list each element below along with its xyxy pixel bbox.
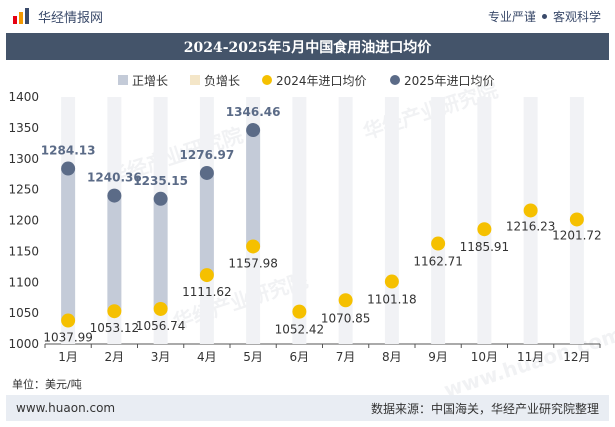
point-2024 [61, 313, 76, 328]
x-tick-label: 4月 [197, 350, 217, 364]
x-tick-label: 2月 [105, 350, 125, 364]
point-2025 [107, 188, 122, 203]
point-2025 [199, 165, 214, 180]
point-2024 [292, 304, 307, 319]
point-2025 [61, 161, 76, 176]
data-label-2024: 1162.71 [413, 255, 463, 269]
data-label-2024: 1157.98 [228, 256, 278, 270]
y-tick-label: 1050 [8, 306, 39, 320]
column-track [338, 97, 353, 344]
point-2024 [523, 203, 538, 218]
point-2025 [246, 123, 261, 138]
data-label-2024: 1037.99 [43, 331, 93, 345]
chart-title: 2024-2025年5月中国食用油进口均价 [6, 33, 609, 60]
y-tick-label: 1250 [8, 183, 39, 197]
column-track [523, 97, 538, 344]
x-tick-label: 6月 [290, 350, 310, 364]
x-tick-label: 3月 [151, 350, 171, 364]
legend-label: 负增长 [204, 74, 240, 88]
brand[interactable]: 华经情报网 [12, 7, 103, 26]
x-tick-label: 12月 [563, 350, 590, 364]
growth-bar [246, 130, 261, 247]
data-label-2025: 1276.97 [180, 148, 235, 162]
legend-swatch [390, 75, 400, 85]
legend-swatch [118, 75, 128, 85]
y-tick-label: 1200 [8, 214, 39, 228]
point-2024 [477, 222, 492, 237]
legend-swatch [262, 75, 272, 85]
x-tick-label: 10月 [471, 350, 498, 364]
legend-swatch [190, 75, 200, 85]
y-tick-label: 1100 [8, 275, 39, 289]
legend-label: 正增长 [132, 74, 168, 88]
footer-site[interactable]: www.huaon.com [16, 401, 116, 415]
point-2024 [431, 236, 446, 251]
y-tick-label: 1400 [8, 90, 39, 104]
y-tick-label: 1300 [8, 152, 39, 166]
brand-logo-icon [13, 8, 29, 24]
column-track [431, 97, 446, 344]
x-tick-label: 5月 [243, 350, 263, 364]
column-track [477, 97, 492, 344]
point-2024 [199, 268, 214, 283]
point-2025 [153, 191, 168, 206]
x-tick-label: 8月 [382, 350, 402, 364]
footer: www.huaon.com 数据来源：中国海关，华经产业研究院整理 [6, 395, 609, 421]
unit-label: 单位：美元/吨 [12, 378, 82, 391]
column-track [292, 97, 307, 344]
data-label-2024: 1056.74 [136, 319, 186, 333]
data-label-2025: 1346.46 [226, 105, 281, 119]
x-tick-label: 9月 [428, 350, 448, 364]
growth-bar [199, 172, 214, 276]
data-label-2025: 1240.36 [87, 171, 142, 185]
data-label-2024: 1201.72 [552, 228, 602, 242]
point-2024 [153, 301, 168, 316]
data-label-2025: 1284.13 [41, 144, 96, 158]
y-tick-label: 1350 [8, 121, 39, 135]
x-tick-label: 11月 [517, 350, 544, 364]
data-label-2024: 1185.91 [460, 240, 510, 254]
slogan-left: 专业严谨 [487, 9, 536, 24]
slogan-right: 客观科学 [552, 9, 601, 24]
y-tick-label: 1150 [8, 244, 39, 258]
legend-label: 2024年进口均价 [276, 74, 367, 88]
legend-label: 2025年进口均价 [404, 74, 495, 88]
data-label-2024: 1070.85 [321, 311, 371, 325]
growth-bar [61, 168, 76, 321]
y-tick-label: 1000 [8, 337, 39, 351]
point-2024 [338, 293, 353, 308]
footer-source: 数据来源：中国海关，华经产业研究院整理 [370, 401, 599, 416]
slogan-dot-icon [541, 13, 547, 19]
point-2024 [569, 212, 584, 227]
slogan: 专业严谨 客观科学 [488, 8, 601, 25]
column-track [384, 97, 399, 344]
data-label-2025: 1235.15 [133, 174, 188, 188]
point-2024 [107, 304, 122, 319]
x-tick-label: 1月 [58, 350, 78, 364]
point-2024 [384, 274, 399, 289]
data-label-2024: 1053.12 [90, 321, 140, 335]
point-2024 [246, 239, 261, 254]
data-label-2024: 1052.42 [275, 323, 325, 337]
growth-bar [107, 195, 122, 312]
brand-name: 华经情报网 [38, 10, 104, 26]
growth-bar [153, 198, 168, 309]
x-tick-label: 7月 [336, 350, 356, 364]
data-label-2024: 1216.23 [506, 219, 556, 233]
data-label-2024: 1111.62 [182, 285, 232, 299]
top-bar: 华经情报网 专业严谨 客观科学 [0, 0, 615, 32]
data-label-2024: 1101.18 [367, 293, 417, 307]
